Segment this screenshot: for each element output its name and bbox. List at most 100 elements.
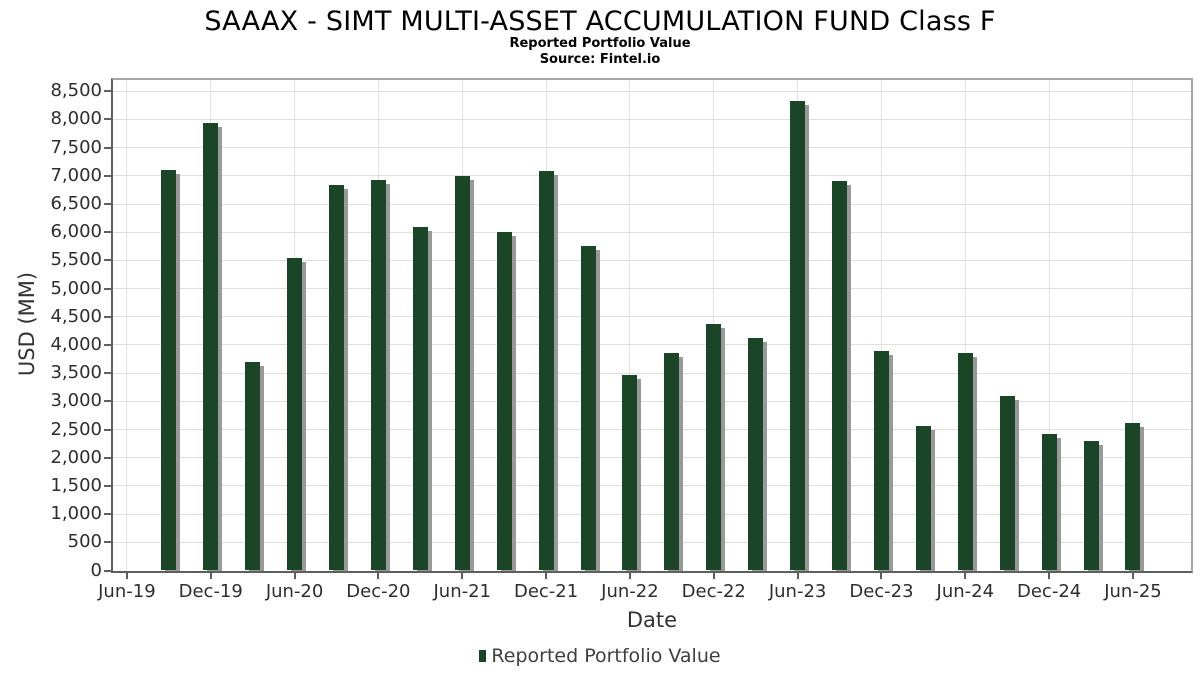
gridline-horizontal bbox=[113, 457, 1191, 459]
bar bbox=[706, 323, 722, 571]
gridline-horizontal bbox=[113, 147, 1191, 149]
bar bbox=[1125, 422, 1141, 571]
y-axis-tick bbox=[104, 203, 111, 206]
gridline-horizontal bbox=[113, 372, 1191, 374]
x-axis-tick bbox=[796, 573, 799, 579]
bar bbox=[412, 227, 428, 571]
bar bbox=[287, 258, 303, 571]
gridline-vertical bbox=[1048, 80, 1050, 571]
bar bbox=[496, 232, 512, 571]
bar bbox=[580, 245, 596, 571]
gridline-horizontal bbox=[113, 429, 1191, 431]
y-axis-tick-label: 5,000 bbox=[50, 277, 102, 299]
x-axis-tick bbox=[1131, 573, 1134, 579]
x-axis-tick-label: Dec-21 bbox=[513, 581, 579, 602]
y-axis-tick bbox=[104, 569, 111, 572]
x-axis-tick-label: Dec-24 bbox=[1017, 581, 1082, 602]
gridline-horizontal bbox=[113, 90, 1191, 92]
y-axis-tick bbox=[104, 456, 111, 459]
y-axis-tick bbox=[104, 90, 111, 93]
x-axis-tick bbox=[125, 573, 128, 579]
bar bbox=[245, 361, 261, 571]
y-axis-tick-label: 7,000 bbox=[50, 164, 102, 186]
y-axis-tick-label: 2,000 bbox=[50, 446, 102, 468]
bar bbox=[370, 180, 386, 571]
y-axis-tick bbox=[104, 315, 111, 318]
y-axis-tick-label: 500 bbox=[67, 531, 102, 553]
chart-title: SAAAX - SIMT MULTI-ASSET ACCUMULATION FU… bbox=[204, 6, 996, 37]
y-axis-tick-label: 5,500 bbox=[50, 249, 102, 271]
bar bbox=[538, 171, 554, 571]
gridline-horizontal bbox=[113, 400, 1191, 402]
legend-label: Reported Portfolio Value bbox=[491, 645, 721, 667]
chart-subtitle: Reported Portfolio Value bbox=[509, 36, 691, 51]
x-axis-tick bbox=[293, 573, 296, 579]
bar bbox=[748, 337, 764, 571]
x-axis-tick-label: Jun-23 bbox=[768, 581, 827, 602]
gridline-horizontal bbox=[113, 231, 1191, 233]
x-axis-tick bbox=[964, 573, 967, 579]
y-axis-tick-label: 1,500 bbox=[50, 474, 102, 496]
legend: Reported Portfolio Value bbox=[0, 644, 1200, 668]
bar bbox=[915, 426, 931, 571]
x-axis-tick bbox=[377, 573, 380, 579]
y-axis-tick bbox=[104, 118, 111, 121]
x-axis-tick-label: Dec-23 bbox=[849, 581, 914, 602]
bar bbox=[622, 375, 638, 571]
bar bbox=[329, 185, 344, 571]
gridline-vertical bbox=[629, 80, 631, 571]
y-axis-tick-label: 0 bbox=[90, 559, 102, 581]
y-axis-tick-label: 3,500 bbox=[50, 362, 102, 384]
y-axis-tick bbox=[104, 484, 111, 487]
bar bbox=[832, 180, 848, 571]
gridline-horizontal bbox=[113, 513, 1191, 515]
plot-area bbox=[111, 78, 1193, 573]
bar bbox=[664, 353, 680, 571]
x-axis-tick-label: Jun-20 bbox=[265, 581, 324, 602]
gridline-horizontal bbox=[113, 203, 1191, 205]
bar bbox=[1041, 434, 1057, 571]
x-axis-tick-label: Dec-20 bbox=[346, 581, 411, 602]
chart-source: Source: Fintel.io bbox=[539, 52, 661, 67]
gridline-horizontal bbox=[113, 118, 1191, 120]
bar bbox=[957, 353, 973, 571]
y-axis-tick-label: 8,000 bbox=[50, 108, 102, 130]
legend-marker-icon bbox=[479, 650, 487, 662]
y-axis-tick bbox=[104, 231, 111, 234]
bar bbox=[1083, 441, 1099, 571]
bar bbox=[203, 122, 219, 571]
y-axis-tick bbox=[104, 372, 111, 375]
x-axis-tick-label: Dec-19 bbox=[178, 581, 243, 602]
y-axis-tick bbox=[104, 428, 111, 431]
gridline-horizontal bbox=[113, 175, 1191, 177]
y-axis-tick bbox=[104, 259, 111, 262]
x-axis-tick bbox=[1048, 573, 1051, 579]
bar bbox=[161, 170, 177, 571]
x-axis-tick bbox=[712, 573, 715, 579]
y-axis-tick bbox=[104, 287, 111, 290]
gridline-vertical bbox=[126, 80, 128, 571]
y-axis-tick-label: 4,000 bbox=[50, 333, 102, 355]
y-axis-tick-label: 7,500 bbox=[50, 136, 102, 158]
bar bbox=[999, 395, 1015, 571]
gridline-horizontal bbox=[113, 541, 1191, 543]
y-axis-tick-label: 3,000 bbox=[50, 390, 102, 412]
y-axis-tick-label: 4,500 bbox=[50, 305, 102, 327]
y-axis-tick bbox=[104, 343, 111, 346]
y-axis-tick bbox=[104, 174, 111, 177]
x-axis-tick bbox=[545, 573, 548, 579]
gridline-horizontal bbox=[113, 316, 1191, 318]
x-axis-tick-label: Jun-21 bbox=[433, 581, 492, 602]
y-axis-tick bbox=[104, 146, 111, 149]
y-axis-tick-label: 8,500 bbox=[50, 80, 102, 102]
y-axis-tick-label: 1,000 bbox=[50, 503, 102, 525]
gridline-vertical bbox=[880, 80, 882, 571]
gridline-vertical bbox=[964, 80, 966, 571]
gridline-vertical bbox=[1132, 80, 1134, 571]
x-axis-tick-label: Jun-24 bbox=[936, 581, 995, 602]
x-axis-tick bbox=[628, 573, 631, 579]
y-axis-tick bbox=[104, 513, 111, 516]
x-axis-tick-label: Jun-19 bbox=[98, 581, 156, 602]
y-axis-tick bbox=[104, 400, 111, 403]
